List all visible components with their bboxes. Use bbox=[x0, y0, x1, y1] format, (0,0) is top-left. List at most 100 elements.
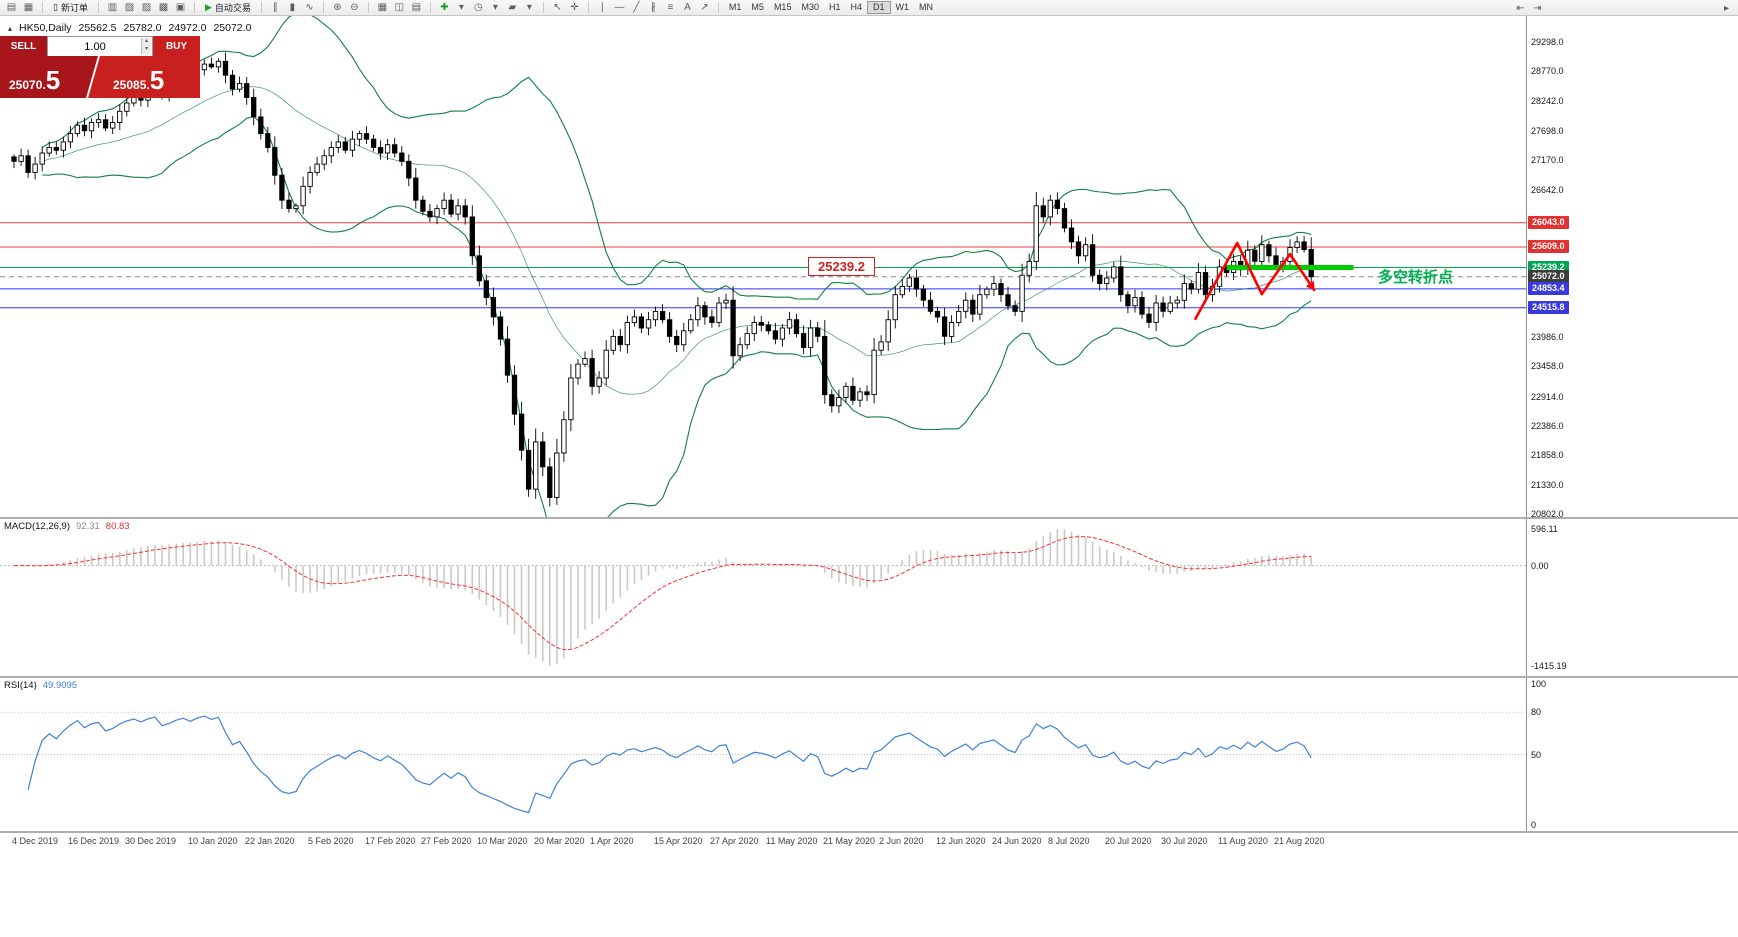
chart-profiles-icon[interactable]: ▦ bbox=[20, 1, 37, 14]
rsi-axis-label: 80 bbox=[1531, 707, 1542, 717]
new-chart-icon[interactable]: ▤ bbox=[3, 1, 20, 14]
buy-price-panel[interactable]: 25085. 5 bbox=[88, 56, 200, 98]
crosshair-icon-icon: ✛ bbox=[570, 2, 579, 13]
autotrading-button[interactable]: ▶ 自动交易 bbox=[200, 1, 256, 14]
toolbar-separator bbox=[193, 2, 195, 13]
zigzag-annotation[interactable] bbox=[1193, 241, 1316, 321]
cursor-icon[interactable]: ↖ bbox=[549, 1, 566, 14]
tile-windows-icon-icon: ▦ bbox=[377, 2, 388, 13]
macd-axis-max: 596.11 bbox=[1531, 524, 1558, 534]
tile-windows-icon[interactable]: ▦ bbox=[374, 1, 391, 14]
bar-chart-icon[interactable]: ∥ bbox=[267, 1, 284, 14]
price-chart[interactable] bbox=[0, 16, 1526, 517]
horizontal-line-icon[interactable]: ― bbox=[611, 1, 628, 14]
toolbar: ▤ ▦ ▯ 新订单 ▥ ▧ ▨ ▩ ▣ ▶ 自动交易 ∥ ▮ ∿ ⊕ ⊖ ▦ ◫ ▤ ✚ ▾ ◷ ▾ ▰ ▾ ↖ ✛ ∣ ― ╱ ∦ ≡ A ↗ M… bbox=[0, 0, 1738, 16]
date-axis-label: 8 Jul 2020 bbox=[1048, 836, 1090, 846]
date-axis-label: 2 Jun 2020 bbox=[879, 836, 924, 846]
line-chart-icon-icon: ∿ bbox=[305, 2, 314, 13]
cascade-windows-icon[interactable]: ◫ bbox=[391, 1, 408, 14]
rsi-axis-label: 100 bbox=[1531, 679, 1547, 689]
price-axis-label: 27170.0 bbox=[1531, 155, 1564, 165]
vertical-line-icon[interactable]: ∣ bbox=[594, 1, 611, 14]
volume-input[interactable] bbox=[48, 38, 152, 56]
data-window-icon[interactable]: ▧ bbox=[121, 1, 138, 14]
date-axis-label: 27 Feb 2020 bbox=[421, 836, 472, 846]
crosshair-icon[interactable]: ✛ bbox=[566, 1, 583, 14]
new-order-button[interactable]: ▯ 新订单 bbox=[48, 1, 93, 14]
strategy-tester-icon[interactable]: ▣ bbox=[172, 1, 189, 14]
line-chart-icon[interactable]: ∿ bbox=[301, 1, 318, 14]
price-line-label: 26043.0 bbox=[1528, 216, 1569, 229]
price-annotation-label[interactable]: 25239.2 bbox=[808, 257, 875, 276]
market-watch-icon[interactable]: ▥ bbox=[104, 1, 121, 14]
panel-splitter[interactable] bbox=[0, 517, 1738, 519]
panel-splitter[interactable] bbox=[0, 831, 1738, 833]
macd-chart[interactable] bbox=[0, 519, 1526, 676]
price-axis-label: 20802.0 bbox=[1531, 509, 1564, 519]
timeframe-m1-button[interactable]: M1 bbox=[728, 2, 742, 12]
auto-scroll-icon[interactable]: ⇤ bbox=[1512, 2, 1529, 15]
templates-icon-icon: ▰ bbox=[508, 2, 517, 13]
periods-icon[interactable]: ◷ bbox=[470, 1, 487, 14]
zigzag-arrowhead bbox=[1305, 280, 1315, 291]
channel-icon[interactable]: ∦ bbox=[645, 1, 662, 14]
rsi-axis: 100 80 50 0 bbox=[1526, 678, 1738, 831]
chart-shift-icon-icon: ⇥ bbox=[1533, 3, 1542, 14]
autotrading-button-label: 自动交易 bbox=[214, 3, 251, 13]
buy-button[interactable]: BUY bbox=[153, 36, 200, 56]
horizontal-line-icon-icon: ― bbox=[614, 2, 625, 13]
indicator-menu-icon[interactable]: ▾ bbox=[453, 1, 470, 14]
date-axis-label: 15 Apr 2020 bbox=[654, 836, 703, 846]
arrows-icon-icon: ↗ bbox=[700, 2, 709, 13]
volume-decrease-button[interactable]: ▾ bbox=[141, 46, 151, 54]
candlestick-chart-icon[interactable]: ▮ bbox=[284, 1, 301, 14]
scroll-right-icon[interactable]: ▸ bbox=[1718, 2, 1735, 15]
zoom-out-icon[interactable]: ⊖ bbox=[346, 1, 363, 14]
timeframe-m15-button[interactable]: M15 bbox=[773, 2, 792, 12]
timeframe-m30-button[interactable]: M30 bbox=[801, 2, 819, 12]
one-click-toggle-icon[interactable]: ▴ bbox=[8, 23, 13, 33]
chart-shift-icon[interactable]: ⇥ bbox=[1529, 2, 1546, 15]
text-icon[interactable]: A bbox=[679, 1, 696, 14]
timeframe-m5-button[interactable]: M5 bbox=[751, 2, 764, 12]
navigator-icon[interactable]: ▨ bbox=[138, 1, 155, 14]
time-axis[interactable]: 4 Dec 2019 16 Dec 2019 30 Dec 2019 10 Jan 2… bbox=[0, 833, 1738, 850]
volume-increase-button[interactable]: ▴ bbox=[141, 38, 151, 46]
templates-menu-icon[interactable]: ▾ bbox=[521, 1, 538, 14]
sell-price-panel[interactable]: 25070. 5 bbox=[0, 56, 98, 98]
add-indicator-icon[interactable]: ✚ bbox=[436, 1, 453, 14]
toolbar-separator bbox=[367, 2, 369, 13]
sell-button[interactable]: SELL bbox=[0, 36, 47, 56]
terminal-icon[interactable]: ▩ bbox=[155, 1, 172, 14]
macd-panel: 596.11 0.00 -1415.19 MACD(12,26,9) 92.31… bbox=[0, 519, 1738, 676]
periods-menu-icon[interactable]: ▾ bbox=[487, 1, 504, 14]
arrows-icon[interactable]: ↗ bbox=[696, 1, 713, 14]
date-axis-label: 1 Apr 2020 bbox=[590, 836, 634, 846]
templates-icon[interactable]: ▰ bbox=[504, 1, 521, 14]
timeframe-h1-button[interactable]: H1 bbox=[828, 2, 841, 12]
toolbar-separator bbox=[542, 2, 544, 13]
price-line-label: 25609.0 bbox=[1528, 240, 1569, 253]
rsi-axis-label: 50 bbox=[1531, 750, 1542, 760]
timeframe-mn-button[interactable]: MN bbox=[919, 2, 934, 12]
timeframe-w1-button[interactable]: W1 bbox=[895, 2, 910, 12]
rsi-axis-label: 0 bbox=[1531, 820, 1537, 830]
main-chart-panel: 29298.0 28770.0 28242.0 27698.0 27170.0 26642… bbox=[0, 16, 1738, 519]
date-axis-label: 17 Feb 2020 bbox=[365, 836, 416, 846]
fibonacci-icon[interactable]: ≡ bbox=[662, 1, 679, 14]
timeframe-h4-button[interactable]: H4 bbox=[850, 2, 862, 12]
templates-menu-icon-icon: ▾ bbox=[526, 2, 532, 13]
navigator-icon-icon: ▨ bbox=[141, 2, 152, 13]
rsi-chart[interactable] bbox=[0, 678, 1526, 831]
zoom-in-icon[interactable]: ⊕ bbox=[329, 1, 346, 14]
panel-splitter[interactable] bbox=[0, 676, 1738, 678]
text-icon-icon: A bbox=[684, 2, 691, 13]
arrange-windows-icon[interactable]: ▤ bbox=[408, 1, 425, 14]
turning-point-text[interactable]: 多空转折点 bbox=[1378, 269, 1454, 286]
rsi-name: RSI(14) bbox=[4, 680, 37, 691]
timeframe-d1-button[interactable]: D1 bbox=[867, 1, 891, 14]
price-axis-label: 23986.0 bbox=[1531, 332, 1564, 342]
trendline-icon[interactable]: ╱ bbox=[628, 1, 645, 14]
toolbar-separator bbox=[97, 2, 99, 13]
toolbar-separator bbox=[322, 2, 324, 13]
